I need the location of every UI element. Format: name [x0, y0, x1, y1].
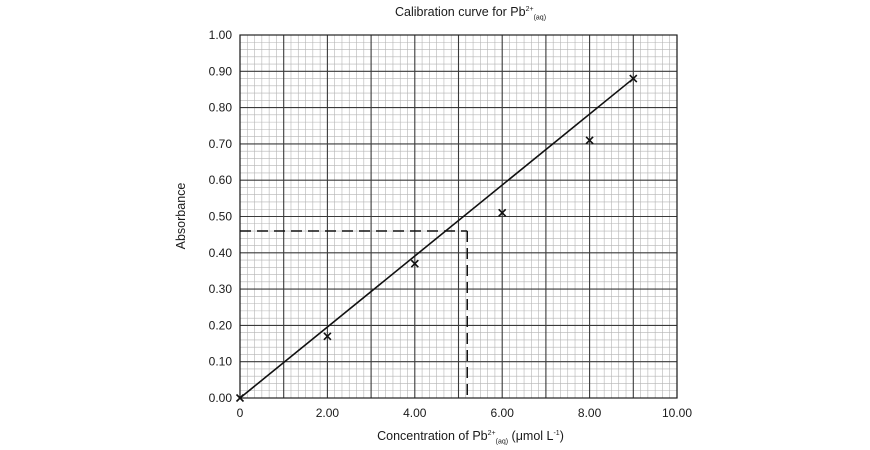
y-axis-label: Absorbance [174, 182, 188, 250]
major-gridlines [239, 34, 678, 399]
fit-line-group [239, 77, 634, 399]
marker-stroke [629, 74, 638, 83]
x-tick-label: 10.00 [662, 406, 692, 420]
data-point-marker [410, 259, 419, 268]
y-tick-labels: 0.00 0.10 0.20 0.30 0.40 0.50 0.60 0.70 0.80 0.90… [209, 28, 233, 405]
fit-line [239, 77, 634, 399]
chart-title: Calibration curve for Pb2+(aq) [394, 5, 547, 22]
x-tick-label: 6.00 [491, 406, 515, 420]
y-tick-label: 0.50 [209, 210, 233, 224]
data-point-marker [323, 332, 332, 341]
data-point-marker [235, 393, 245, 403]
x-tick-label: 0 [237, 406, 244, 420]
marker-stroke [498, 208, 507, 217]
x-tick-labels: 0 2.00 4.00 6.00 8.00 10.00 [237, 406, 693, 420]
marker-stroke [323, 332, 332, 341]
x-tick-label: 2.00 [316, 406, 340, 420]
y-tick-label: 0.10 [209, 355, 233, 369]
data-point-marker [498, 208, 507, 217]
y-tick-label: 0.00 [209, 391, 233, 405]
marker-stroke [235, 393, 245, 403]
y-tick-label: 0.30 [209, 282, 233, 296]
plot-frame [239, 34, 678, 399]
data-point-marker [585, 136, 594, 145]
data-points [235, 74, 638, 403]
x-tick-label: 4.00 [403, 406, 427, 420]
y-tick-label: 1.00 [209, 28, 233, 42]
y-tick-label: 0.20 [209, 318, 233, 332]
y-tick-label: 0.40 [209, 246, 233, 260]
x-tick-label: 8.00 [578, 406, 602, 420]
marker-stroke [585, 136, 594, 145]
data-point-marker [629, 74, 638, 83]
y-tick-label: 0.90 [209, 64, 233, 78]
interpolation-lines [240, 230, 468, 398]
y-tick-label: 0.80 [209, 101, 233, 115]
marker-stroke [410, 259, 419, 268]
x-axis-label: Concentration of Pb2+(aq) (μmol L-1) [377, 429, 564, 446]
y-tick-label: 0.70 [209, 137, 233, 151]
y-tick-label: 0.60 [209, 173, 233, 187]
